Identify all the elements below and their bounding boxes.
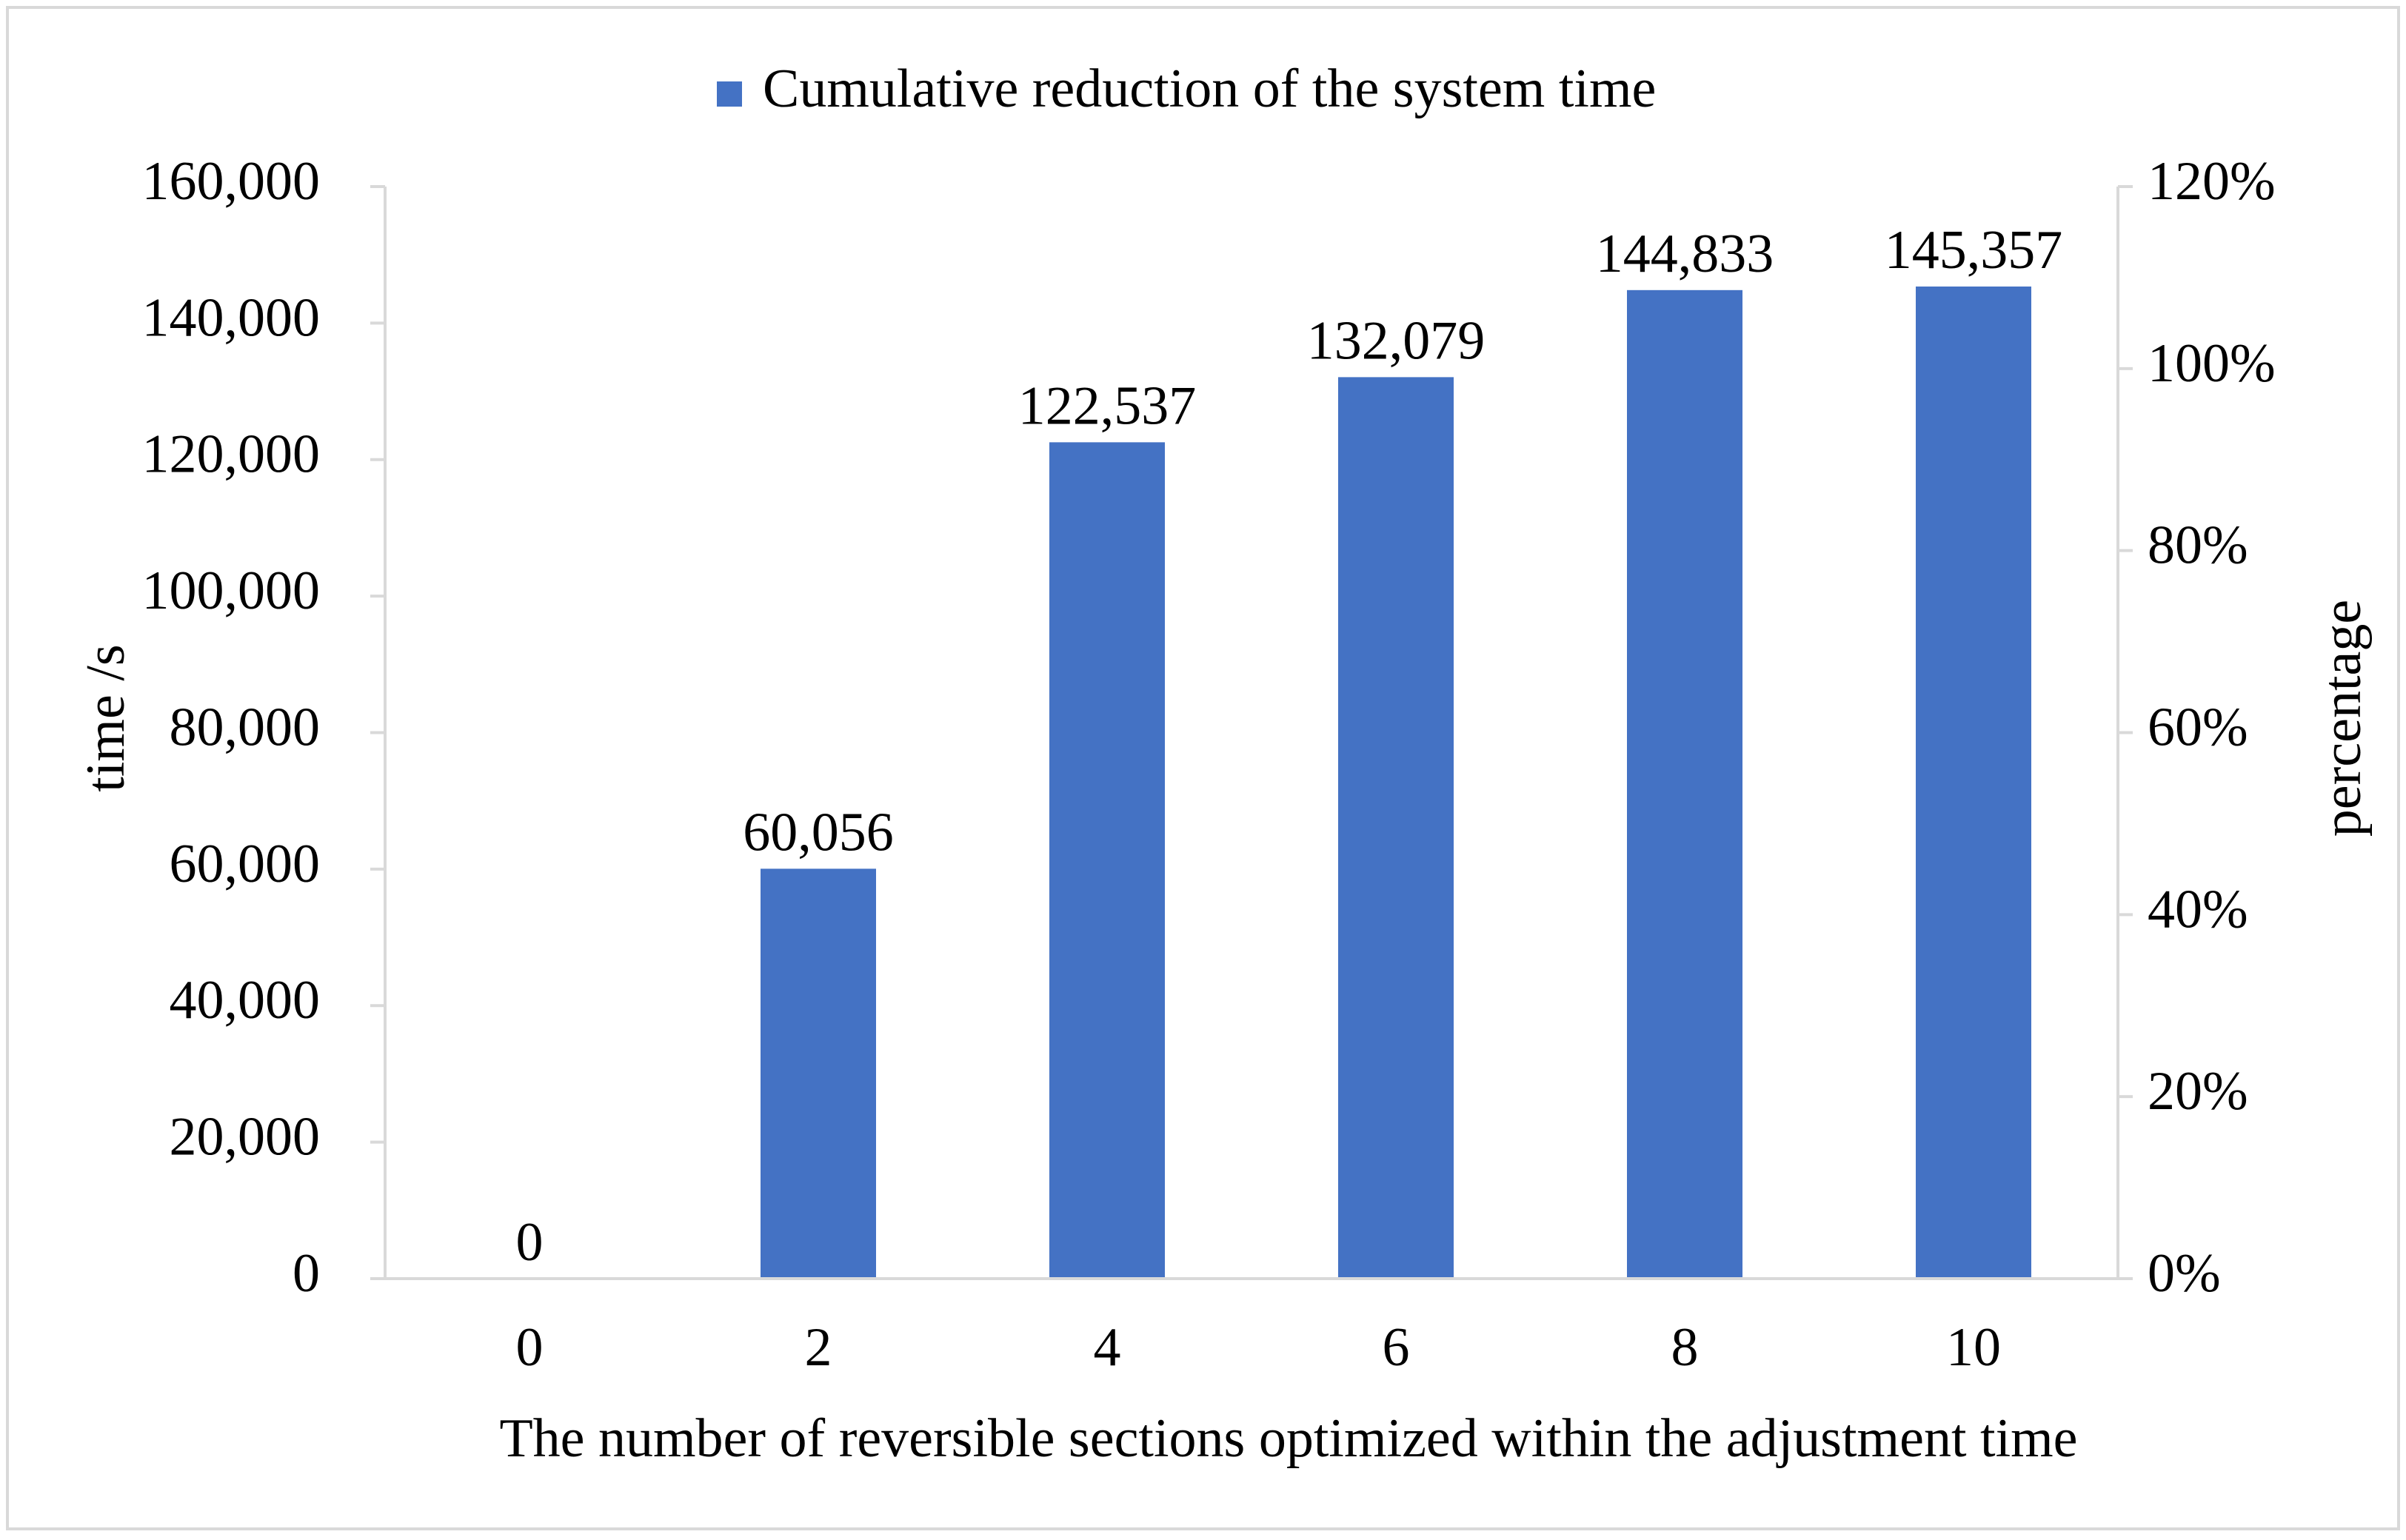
x-axis-tick-label: 4	[1094, 1317, 1121, 1378]
x-axis-tick-label: 8	[1671, 1317, 1699, 1378]
x-axis-tick-label: 6	[1383, 1317, 1410, 1378]
y-axis-tick-label: 140,000	[142, 287, 321, 348]
y2-axis-tick-label: 120%	[2148, 151, 2276, 212]
y-axis-title: time /s	[76, 644, 136, 791]
legend-swatch	[717, 81, 742, 107]
y2-axis-tick-label: 100%	[2148, 333, 2276, 394]
legend-label: Cumulative reduction of the system time	[763, 58, 1656, 119]
y2-axis-tick-label: 40%	[2148, 879, 2248, 940]
y-axis-tick-label: 100,000	[142, 560, 321, 621]
y2-axis-tick-label: 80%	[2148, 515, 2248, 576]
bar-data-label: 0	[516, 1212, 544, 1273]
y-axis-tick-label: 20,000	[170, 1107, 321, 1168]
y2-axis-title: percentage	[2312, 600, 2373, 837]
y-axis-tick-labels: 0 20,000 40,000 60,000 80,000 100,000 120,000 1…	[142, 151, 385, 1304]
y-axis-tick-label: 120,000	[142, 424, 321, 485]
y-axis-tick-label: 60,000	[170, 834, 321, 894]
y-axis-tick-label: 40,000	[170, 970, 321, 1031]
bar	[1627, 289, 1742, 1279]
data-labels: 0 60,056 122,537 132,079 144,833 145,357	[516, 220, 2063, 1273]
bar	[1049, 442, 1165, 1279]
y2-axis-tick-labels: 0% 20% 40% 60% 80% 100% 120%	[2118, 151, 2276, 1304]
legend: Cumulative reduction of the system time	[717, 58, 1656, 119]
x-axis-title: The number of reversible sections optimi…	[499, 1408, 2077, 1469]
bar	[1916, 286, 2031, 1279]
y2-axis-tick-label: 20%	[2148, 1061, 2248, 1122]
bar	[1338, 377, 1454, 1279]
y2-axis-tick-label: 60%	[2148, 697, 2248, 757]
bar-data-label: 122,537	[1018, 375, 1197, 436]
bar-data-label: 132,079	[1307, 310, 1486, 371]
bar-data-label: 60,056	[743, 802, 894, 863]
x-axis-tick-label: 0	[516, 1317, 544, 1378]
y2-axis-tick-label: 0%	[2148, 1243, 2221, 1304]
bar-data-label: 145,357	[1885, 220, 2063, 281]
x-axis-tick-label: 2	[805, 1317, 832, 1378]
y-axis-tick-label: 160,000	[142, 151, 321, 212]
bar	[761, 868, 876, 1279]
x-axis-tick-label: 10	[1946, 1317, 2001, 1378]
bars	[761, 286, 2031, 1279]
bar-data-label: 144,833	[1596, 224, 1774, 284]
y-axis-tick-label: 0	[293, 1243, 320, 1304]
x-axis-tick-labels: 0 2 4 6 8 10	[516, 1317, 2002, 1378]
y-axis-tick-label: 80,000	[170, 697, 321, 757]
